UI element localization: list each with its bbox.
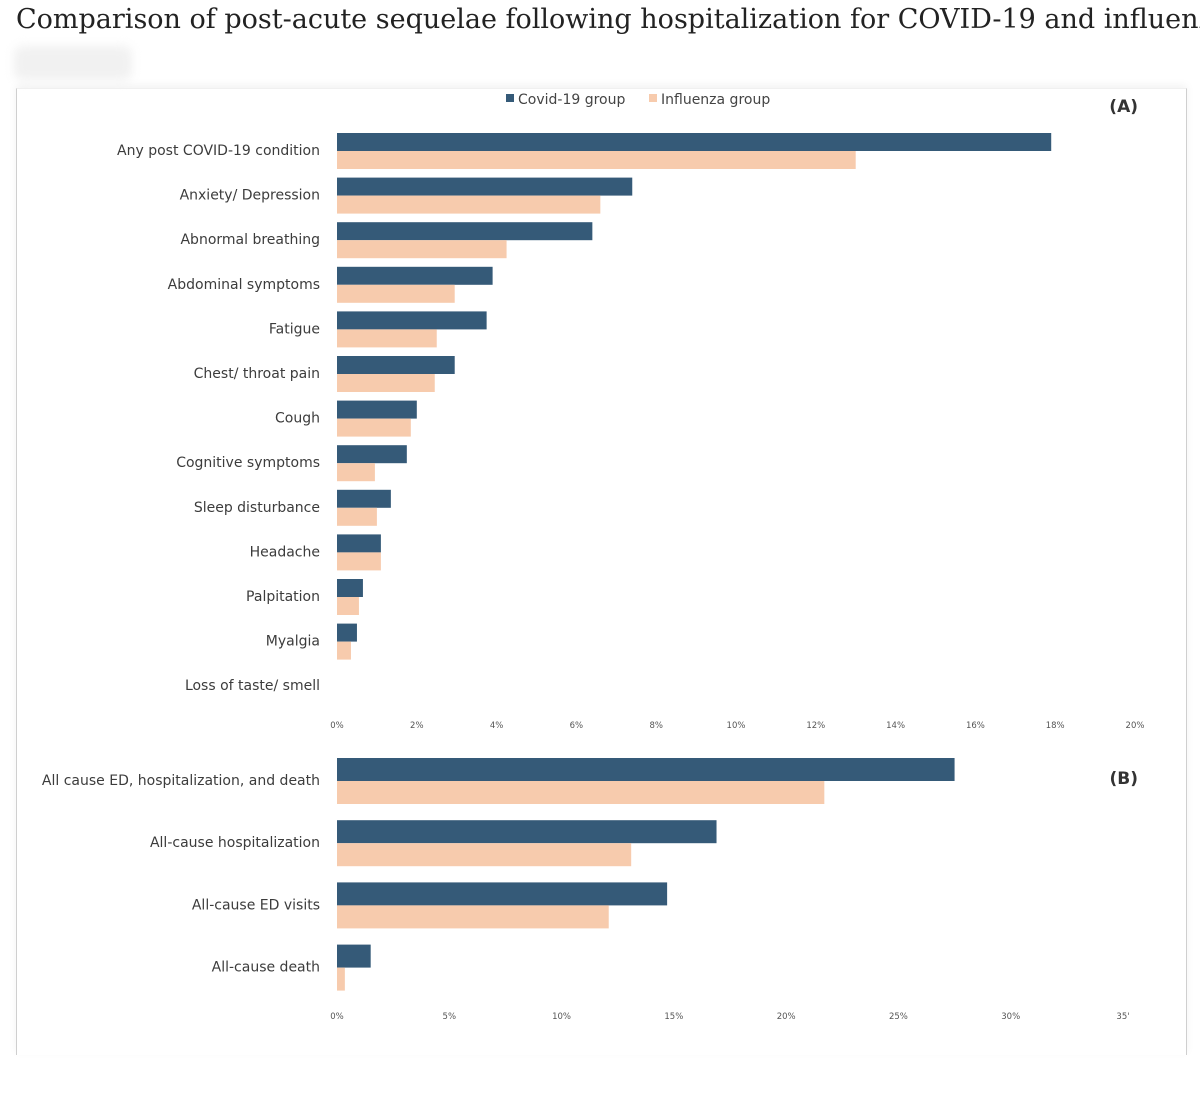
bar-influenza-myalgia [337, 641, 351, 660]
legend-swatch-covid [506, 94, 514, 102]
bar-covid-chest-throat-pain [337, 356, 455, 374]
x-tick-label: 4% [490, 721, 504, 731]
bar-covid-all-cause-death [337, 944, 371, 968]
bar-covid-headache [337, 534, 381, 553]
panel-a-plot: Any post COVID-19 condition Anxiety/ Depr… [117, 133, 1144, 731]
bar-covid-sleep-disturbance [337, 489, 391, 508]
category-label-myalgia: Myalgia [266, 634, 320, 650]
category-label-any-post-covid-19-condition: Any post COVID-19 condition [117, 143, 320, 159]
category-label-all-cause-ed-hospitalization-and-death: All cause ED, hospitalization, and death [42, 773, 320, 789]
bar-covid-any-post-covid-19-condition [337, 133, 1052, 151]
category-label-all-cause-death: All-cause death [212, 960, 320, 976]
bar-covid-fatigue [337, 311, 487, 330]
x-tick-label: 25% [889, 1012, 908, 1022]
x-tick-label: 10% [727, 721, 746, 731]
x-tick-label: 35' [1116, 1012, 1129, 1022]
bar-influenza-all-cause-hospitalization [337, 843, 632, 867]
x-tick-label: 6% [570, 721, 584, 731]
bar-influenza-chest-throat-pain [337, 374, 435, 392]
category-label-anxiety-depression: Anxiety/ Depression [180, 188, 320, 204]
legend-label-covid: Covid-19 group [518, 92, 625, 108]
bar-influenza-all-cause-death [337, 967, 345, 991]
bar-covid-cognitive-symptoms [337, 445, 407, 464]
bar-influenza-abdominal-symptoms [337, 284, 455, 303]
legend: Covid-19 group Influenza group [506, 92, 770, 108]
bar-covid-anxiety-depression [337, 177, 633, 196]
bar-influenza-palpitation [337, 597, 359, 615]
category-label-loss-of-taste-smell: Loss of taste/ smell [185, 678, 320, 694]
bar-influenza-anxiety-depression [337, 195, 601, 214]
panel-label-a: (A) [1109, 97, 1138, 117]
bar-covid-myalgia [337, 623, 357, 642]
bar-covid-all-cause-hospitalization [337, 820, 717, 844]
category-label-cognitive-symptoms: Cognitive symptoms [176, 455, 320, 471]
category-label-cough: Cough [275, 411, 320, 427]
x-tick-label: 15% [664, 1012, 683, 1022]
bar-influenza-all-cause-ed-hospitalization-and-death [337, 781, 825, 804]
category-label-chest-throat-pain: Chest/ throat pain [194, 366, 320, 382]
bar-influenza-fatigue [337, 329, 437, 348]
x-tick-label: 16% [966, 721, 985, 731]
x-tick-label: 14% [886, 721, 905, 731]
x-tick-label: 0% [330, 721, 344, 731]
category-label-sleep-disturbance: Sleep disturbance [194, 500, 320, 516]
category-label-abnormal-breathing: Abnormal breathing [180, 232, 320, 248]
x-tick-label: 12% [806, 721, 825, 731]
figure-frame [16, 88, 1187, 1055]
x-tick-label: 8% [649, 721, 663, 731]
x-tick-label: 20% [1126, 721, 1145, 731]
bar-influenza-abnormal-breathing [337, 240, 507, 259]
x-tick-label: 18% [1046, 721, 1065, 731]
x-tick-label: 30% [1001, 1012, 1020, 1022]
bar-influenza-headache [337, 552, 381, 571]
legend-swatch-influenza [649, 94, 657, 102]
category-label-abdominal-symptoms: Abdominal symptoms [168, 277, 320, 293]
category-label-all-cause-hospitalization: All-cause hospitalization [150, 835, 320, 851]
x-tick-label: 5% [443, 1012, 457, 1022]
category-label-all-cause-ed-visits: All-cause ED visits [192, 897, 320, 913]
bar-covid-all-cause-ed-visits [337, 882, 668, 906]
bar-influenza-cough [337, 418, 411, 437]
x-tick-label: 10% [552, 1012, 571, 1022]
x-tick-label: 2% [410, 721, 424, 731]
x-tick-label: 20% [777, 1012, 796, 1022]
bar-covid-abdominal-symptoms [337, 266, 493, 285]
legend-label-influenza: Influenza group [661, 92, 770, 108]
bar-influenza-any-post-covid-19-condition [337, 151, 856, 169]
page-title: Comparison of post-acute sequelae follow… [16, 4, 1200, 35]
x-tick-label: 0% [330, 1012, 344, 1022]
bar-influenza-cognitive-symptoms [337, 463, 375, 482]
category-label-palpitation: Palpitation [246, 589, 320, 605]
bar-covid-all-cause-ed-hospitalization-and-death [337, 758, 955, 781]
bar-covid-cough [337, 400, 417, 419]
panel-b-plot: All cause ED, hospitalization, and death… [42, 758, 1130, 1022]
bar-influenza-sleep-disturbance [337, 507, 377, 526]
category-label-fatigue: Fatigue [269, 321, 320, 337]
bar-influenza-all-cause-ed-visits [337, 905, 609, 929]
bar-covid-abnormal-breathing [337, 222, 593, 241]
panel-label-b: (B) [1110, 769, 1139, 789]
blurred-subtitle [14, 46, 132, 80]
bar-covid-palpitation [337, 579, 363, 597]
category-label-headache: Headache [250, 544, 320, 560]
